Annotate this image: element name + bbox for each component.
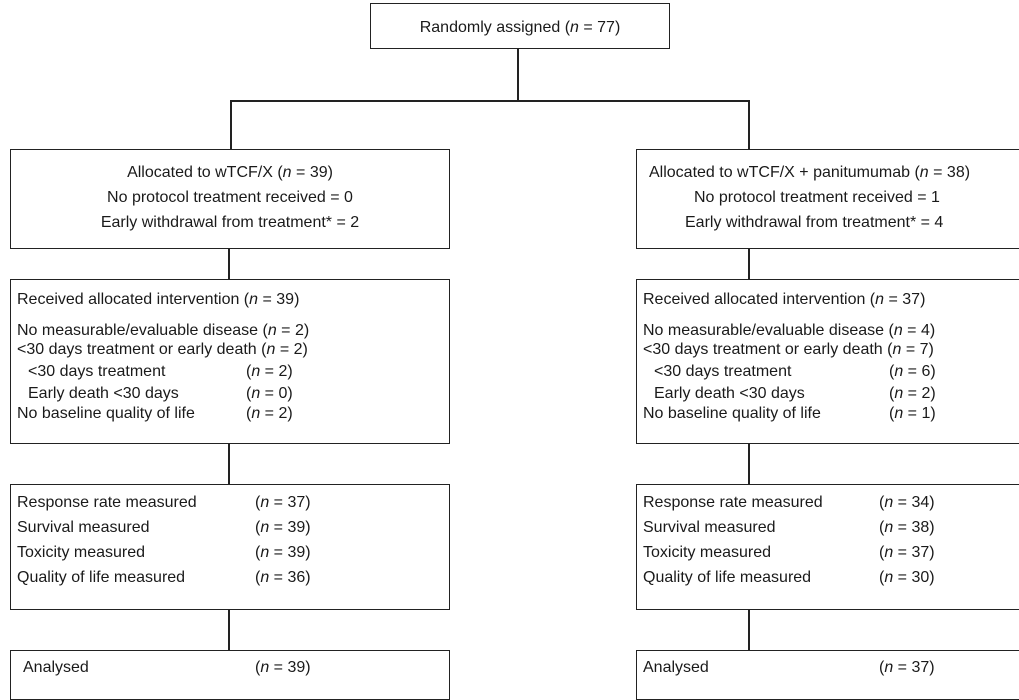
- survival-value-right: (n = 38): [879, 520, 935, 536]
- qol-value-left: (n = 36): [255, 570, 311, 586]
- allocation-box-left: Allocated to wTCF/X (n = 39) No protocol…: [10, 149, 450, 249]
- sub-label-short-treatment-left: <30 days treatment: [28, 364, 165, 380]
- received-intervention-box-right: Received allocated intervention (n = 37)…: [636, 279, 1019, 444]
- received-header-right: Received allocated intervention (n = 37): [643, 292, 925, 308]
- connector-top-down: [517, 48, 519, 102]
- connector-right-measured-analysed: [748, 609, 750, 651]
- analysed-label-left: Analysed: [23, 660, 89, 676]
- sub-label-short-treatment-right: <30 days treatment: [654, 364, 791, 380]
- connector-horizontal: [230, 100, 750, 102]
- toxicity-value-right: (n = 37): [879, 545, 935, 561]
- analysed-label-right: Analysed: [643, 660, 709, 676]
- qol-value-right: (n = 30): [879, 570, 935, 586]
- response-rate-value-left: (n = 37): [255, 495, 311, 511]
- survival-label-left: Survival measured: [17, 520, 150, 536]
- allocation-title-left: Allocated to wTCF/X (n = 39): [11, 165, 449, 181]
- sub-value-early-death-right: (n = 2): [889, 386, 936, 402]
- connector-left-measured-analysed: [228, 609, 230, 651]
- sub-label-no-baseline-qol-left: No baseline quality of life: [17, 406, 195, 422]
- connector-right-down: [748, 100, 750, 150]
- analysed-box-left: Analysed (n = 39): [10, 650, 450, 700]
- sub-value-no-baseline-qol-left: (n = 2): [246, 406, 293, 422]
- connector-left-alloc-received: [228, 248, 230, 280]
- sub-value-short-treatment-right: (n = 6): [889, 364, 936, 380]
- sub-value-early-death-left: (n = 0): [246, 386, 293, 402]
- sub-label-early-death-left: Early death <30 days: [28, 386, 179, 402]
- survival-label-right: Survival measured: [643, 520, 776, 536]
- received-header-left: Received allocated intervention (n = 39): [17, 292, 299, 308]
- received-intervention-box-left: Received allocated intervention (n = 39)…: [10, 279, 450, 444]
- connector-left-received-measured: [228, 443, 230, 485]
- connector-left-down: [230, 100, 232, 150]
- analysed-value-right: (n = 37): [879, 660, 935, 676]
- early-withdrawal-left: Early withdrawal from treatment* = 2: [11, 215, 449, 231]
- no-protocol-treatment-right: No protocol treatment received = 1: [694, 190, 940, 206]
- short-treatment-or-death-left: <30 days treatment or early death (n = 2…: [17, 342, 308, 358]
- toxicity-value-left: (n = 39): [255, 545, 311, 561]
- analysed-value-left: (n = 39): [255, 660, 311, 676]
- measured-box-right: Response rate measured (n = 34) Survival…: [636, 484, 1019, 610]
- measured-box-left: Response rate measured (n = 37) Survival…: [10, 484, 450, 610]
- sub-label-early-death-right: Early death <30 days: [654, 386, 805, 402]
- connector-right-received-measured: [748, 443, 750, 485]
- response-rate-value-right: (n = 34): [879, 495, 935, 511]
- sub-label-no-baseline-qol-right: No baseline quality of life: [643, 406, 821, 422]
- allocation-title-right: Allocated to wTCF/X + panitumumab (n = 3…: [649, 165, 970, 181]
- no-measurable-disease-left: No measurable/evaluable disease (n = 2): [17, 323, 309, 339]
- connector-right-alloc-received: [748, 248, 750, 280]
- survival-value-left: (n = 39): [255, 520, 311, 536]
- sub-value-no-baseline-qol-right: (n = 1): [889, 406, 936, 422]
- response-rate-label-right: Response rate measured: [643, 495, 823, 511]
- no-protocol-treatment-left: No protocol treatment received = 0: [11, 190, 449, 206]
- no-measurable-disease-right: No measurable/evaluable disease (n = 4): [643, 323, 935, 339]
- short-treatment-or-death-right: <30 days treatment or early death (n = 7…: [643, 342, 934, 358]
- toxicity-label-right: Toxicity measured: [643, 545, 771, 561]
- early-withdrawal-right: Early withdrawal from treatment* = 4: [685, 215, 943, 231]
- randomly-assigned-text: Randomly assigned (n = 77): [371, 20, 669, 36]
- analysed-box-right: Analysed (n = 37): [636, 650, 1019, 700]
- sub-value-short-treatment-left: (n = 2): [246, 364, 293, 380]
- response-rate-label-left: Response rate measured: [17, 495, 197, 511]
- toxicity-label-left: Toxicity measured: [17, 545, 145, 561]
- qol-label-right: Quality of life measured: [643, 570, 811, 586]
- qol-label-left: Quality of life measured: [17, 570, 185, 586]
- randomly-assigned-box: Randomly assigned (n = 77): [370, 3, 670, 49]
- allocation-box-right: Allocated to wTCF/X + panitumumab (n = 3…: [636, 149, 1019, 249]
